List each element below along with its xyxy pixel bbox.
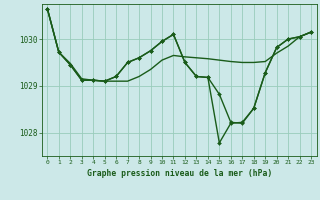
X-axis label: Graphe pression niveau de la mer (hPa): Graphe pression niveau de la mer (hPa) — [87, 169, 272, 178]
